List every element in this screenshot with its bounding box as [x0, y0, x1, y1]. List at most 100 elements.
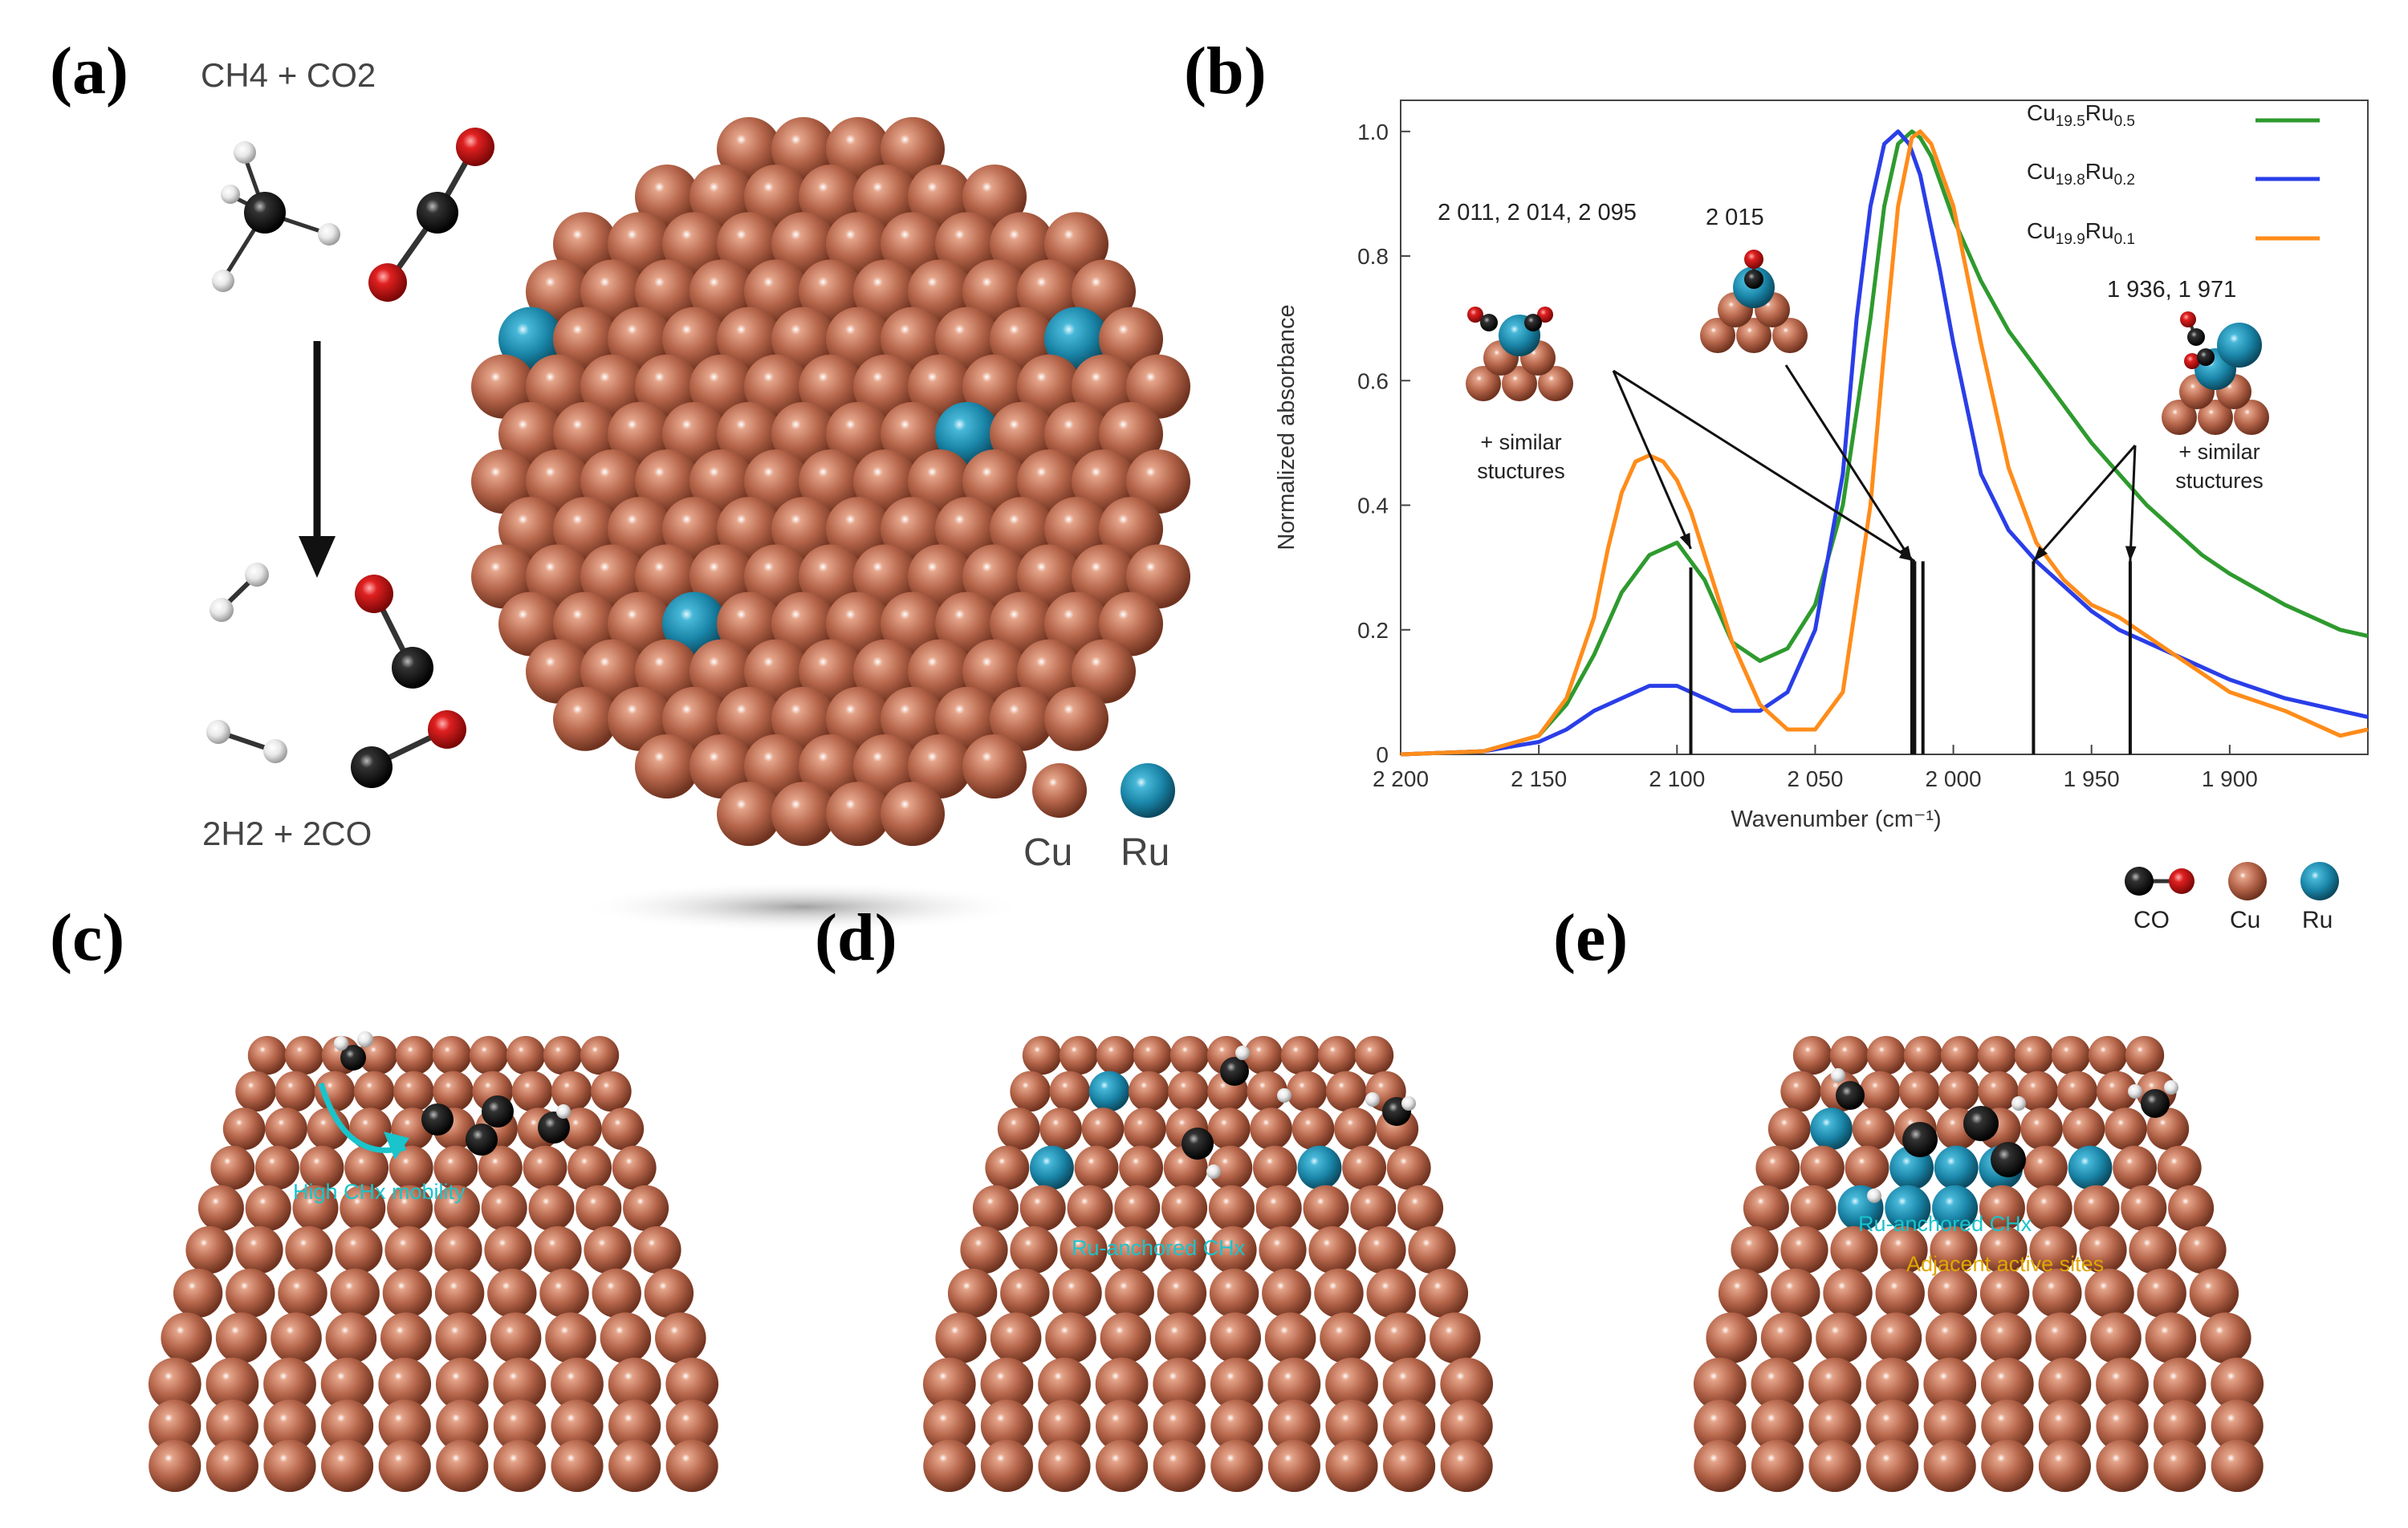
cu-atom: [853, 354, 917, 419]
cu-atom: [717, 307, 781, 372]
cu-atom: [1430, 1312, 1481, 1363]
y-axis-label: Normalized absorbance: [1274, 304, 1300, 550]
cu-atom: [1866, 1035, 1906, 1075]
cu-atom: [436, 1400, 489, 1453]
cu-atom: [985, 1145, 1030, 1190]
cu-atom: [528, 1185, 575, 1231]
cu-atom: [717, 116, 781, 181]
cu-atom: [1898, 1071, 1940, 1112]
cu-atom: [205, 1440, 258, 1493]
cu-atom: [395, 1035, 435, 1075]
cu-atom: [148, 1400, 201, 1453]
cu-atom: [1354, 1035, 1394, 1075]
c-atom: [1836, 1081, 1865, 1110]
cu-atom: [493, 1357, 547, 1411]
cu-atom: [826, 212, 890, 277]
cu-atom: [580, 1035, 620, 1075]
cu-atom: [2211, 1440, 2264, 1493]
cu-atom: [935, 307, 999, 372]
legend-ru-sphere: [1121, 763, 1175, 818]
cu-atom: [980, 1400, 1033, 1453]
cu-atom: [601, 1107, 645, 1150]
cu-atom: [1124, 1107, 1166, 1150]
x-tick-label: 1 950: [2064, 766, 2120, 791]
cu-atom: [1072, 639, 1136, 704]
cu-atom: [1383, 1400, 1436, 1453]
cu-atom: [608, 1400, 661, 1453]
cu-atom: [1979, 1225, 2028, 1274]
cu-atom: [1382, 1357, 1436, 1411]
cu-atom: [1208, 1145, 1253, 1190]
cu-atom: [388, 1145, 433, 1190]
cu-atom: [1017, 544, 1081, 609]
cu-atom: [1743, 1185, 1789, 1231]
cu-atom: [1155, 1312, 1206, 1363]
cu-atom: [600, 1312, 652, 1363]
h-atom: [556, 1104, 571, 1119]
cu-atom: [1119, 1145, 1164, 1190]
cu-atom: [498, 401, 563, 466]
c-atom: [482, 1095, 514, 1128]
cu-atom: [222, 1107, 266, 1150]
panel-c-label: (c): [50, 900, 125, 975]
x-tick-label: 2 200: [1373, 766, 1429, 791]
cu-atom: [1930, 1225, 1978, 1274]
c-atom: [421, 1103, 454, 1136]
cu-atom: [826, 591, 890, 656]
cu-atom: [1267, 1357, 1321, 1411]
cu-atom: [744, 544, 808, 609]
cu-atom: [922, 1357, 976, 1411]
cu-atom: [1694, 1400, 1747, 1453]
cu-atom: [1109, 1225, 1157, 1274]
c-atom: [351, 746, 393, 788]
cu-atom: [523, 1145, 567, 1190]
pointer-arrow: [2032, 445, 2137, 563]
caption-adjacent-sites: Adjacent active sites: [1906, 1252, 2105, 1276]
cu-atom: [1072, 449, 1136, 514]
cu-atom: [478, 1145, 523, 1190]
cu-atom: [635, 449, 699, 514]
cu-atom: [1099, 497, 1163, 562]
cu-atom: [853, 639, 917, 704]
cu-atom: [826, 307, 890, 372]
cu-atom: [284, 1035, 324, 1075]
h-atom: [1365, 1092, 1380, 1107]
cu-atom: [321, 1440, 374, 1493]
cu-atom: [553, 401, 617, 466]
cu-atom: [644, 1268, 694, 1319]
cu-atom: [990, 1312, 1042, 1363]
cu-atom: [1153, 1440, 1206, 1493]
cu-atom: [235, 1225, 283, 1274]
o-atom: [2180, 311, 2196, 327]
cu-atom: [665, 1440, 718, 1493]
cu-atom: [559, 1107, 602, 1150]
cu-atom: [1366, 1268, 1416, 1319]
cu-atom: [990, 307, 1054, 372]
cu-atom: [881, 212, 945, 277]
cu-atom: [1808, 1400, 1861, 1453]
cu-atom: [263, 1440, 316, 1493]
cu-atom: [1039, 1107, 1082, 1150]
cu-atom: [799, 449, 863, 514]
cu-atom: [434, 1225, 482, 1274]
cu-atom: [254, 1145, 299, 1190]
cu-atom: [853, 544, 917, 609]
cu-atom: [1022, 1035, 1062, 1075]
cu-atom: [2096, 1400, 2149, 1453]
cu-atom: [1320, 1312, 1371, 1363]
o-atom: [1467, 307, 1483, 323]
cu-atom: [1397, 1185, 1444, 1231]
cu-atom: [378, 1440, 431, 1493]
cu-atom: [1875, 1268, 1925, 1319]
cu-atom: [635, 544, 699, 609]
cu-atom: [1209, 1268, 1259, 1319]
cu-atom: [378, 1400, 431, 1453]
cu-atom: [2146, 1107, 2190, 1150]
cu-atom: [433, 1185, 480, 1231]
cu-atom: [1210, 1400, 1263, 1453]
cu-atom: [908, 544, 972, 609]
cu-atom: [1978, 1071, 2019, 1112]
cu-atom: [1096, 1035, 1136, 1075]
cu-atom: [689, 544, 754, 609]
cu-atom: [881, 686, 945, 751]
